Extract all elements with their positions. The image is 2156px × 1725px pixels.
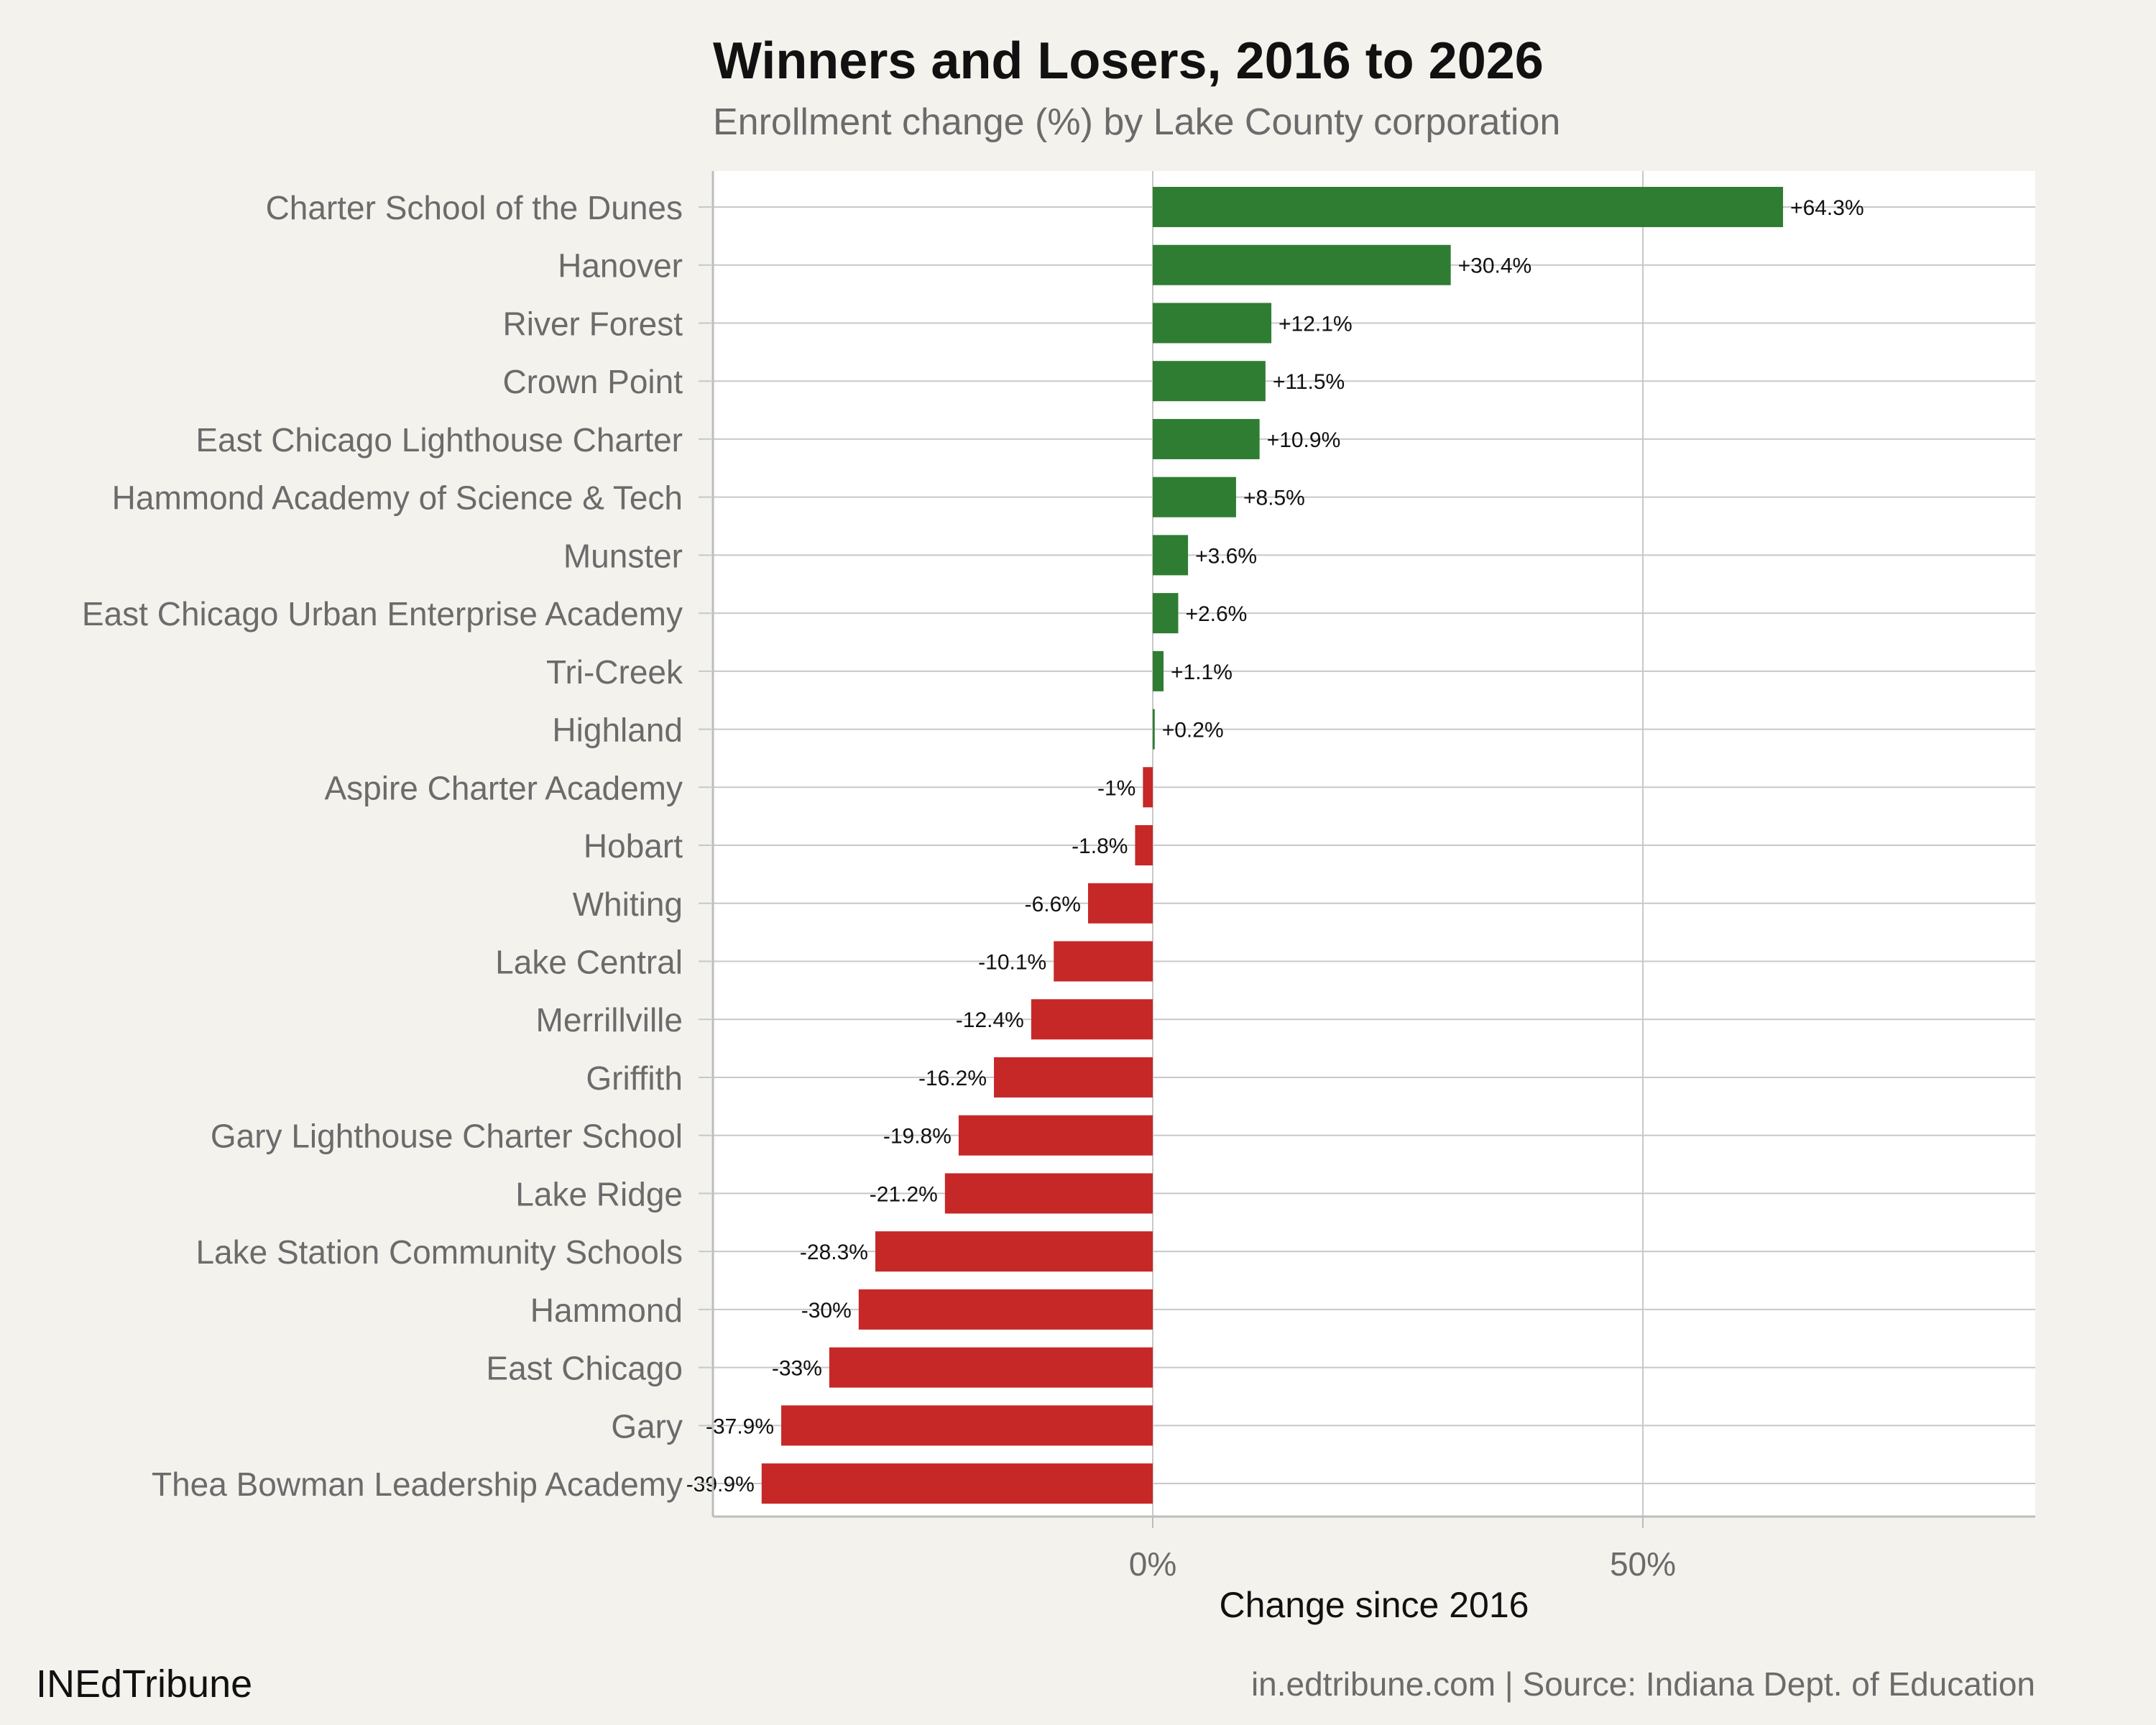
category-label: Aspire Charter Academy [324,769,683,806]
bar-value-label: +0.2% [1162,719,1224,742]
bar-value-label: -16.2% [918,1067,987,1090]
bar [1153,535,1189,576]
bar-value-label: +2.6% [1185,602,1247,626]
bar-value-label: -28.3% [800,1241,868,1264]
source-credit: in.edtribune.com | Source: Indiana Dept.… [1250,1665,2035,1703]
category-label: Whiting [573,886,683,923]
category-label: Crown Point [502,363,683,400]
category-label: Hanover [558,247,683,285]
category-label: Gary Lighthouse Charter School [211,1118,683,1155]
bar [1153,477,1236,518]
bar-value-label: -1.8% [1072,834,1128,858]
category-label: Lake Central [495,943,683,980]
bar-value-label: +30.4% [1458,254,1532,278]
category-label: Highland [552,712,683,749]
bar [858,1289,1153,1330]
bar-value-label: -6.6% [1025,893,1081,916]
category-label: Hammond Academy of Science & Tech [112,479,683,517]
bar-value-label: +1.1% [1171,661,1233,684]
bar-value-label: +10.9% [1267,428,1341,452]
bar-value-label: -12.4% [956,1008,1024,1032]
bar-value-label: +64.3% [1790,196,1864,220]
bar-value-label: +3.6% [1195,544,1257,568]
brand-logo-text: INEdTribune [36,1662,253,1706]
bar-value-label: -10.1% [978,950,1046,974]
category-label: Tri-Creek [546,653,683,691]
bar [1153,418,1260,459]
bar-value-label: -39.9% [686,1473,755,1496]
bar [1153,303,1272,344]
category-label: East Chicago [486,1350,683,1387]
category-label: Munster [563,537,683,574]
bar [1153,361,1266,402]
bar [781,1405,1153,1446]
bar-value-label: +11.5% [1273,370,1345,394]
bar [994,1057,1153,1098]
category-label: Lake Ridge [515,1175,683,1213]
bar-value-label: -1% [1097,776,1135,800]
category-label: East Chicago Lighthouse Charter [195,421,683,459]
bar-value-label: +8.5% [1243,487,1305,510]
bar-value-label: -30% [801,1299,852,1322]
category-label: Hammond [530,1292,683,1329]
category-label: Thea Bowman Leadership Academy [152,1466,683,1503]
bar-value-label: -19.8% [883,1125,952,1149]
bar [1153,244,1451,285]
bar [1087,883,1153,924]
bar [1054,941,1153,982]
bar [1153,650,1164,691]
bar-value-label: -37.9% [706,1414,774,1438]
category-label: Gary [611,1407,683,1445]
category-label: Hobart [584,827,683,865]
category-label: River Forest [503,305,683,342]
x-axis-title: Change since 2016 [1220,1585,1529,1625]
x-tick-label: 50% [1610,1545,1676,1583]
category-label: Lake Station Community Schools [195,1233,683,1271]
bar [958,1115,1153,1156]
category-label: Charter School of the Dunes [266,189,683,226]
bar [761,1463,1153,1504]
bar [1143,767,1153,808]
chart-subtitle: Enrollment change (%) by Lake County cor… [713,101,1561,143]
category-label: East Chicago Urban Enterprise Academy [82,595,683,632]
chart-title: Winners and Losers, 2016 to 2026 [713,32,1544,90]
bar [1153,593,1179,634]
bar [1153,709,1155,750]
bar [829,1347,1153,1388]
bar-value-label: -33% [772,1357,822,1381]
bar [1153,187,1784,227]
bar-value-label: -21.2% [870,1182,938,1206]
bar [875,1231,1153,1272]
category-label: Merrillville [536,1001,683,1039]
bar [1135,825,1153,866]
category-label: Griffith [586,1059,683,1097]
x-tick-label: 0% [1129,1545,1176,1583]
bar [1031,999,1153,1040]
bar-value-label: +12.1% [1279,312,1353,336]
bar [944,1173,1153,1214]
